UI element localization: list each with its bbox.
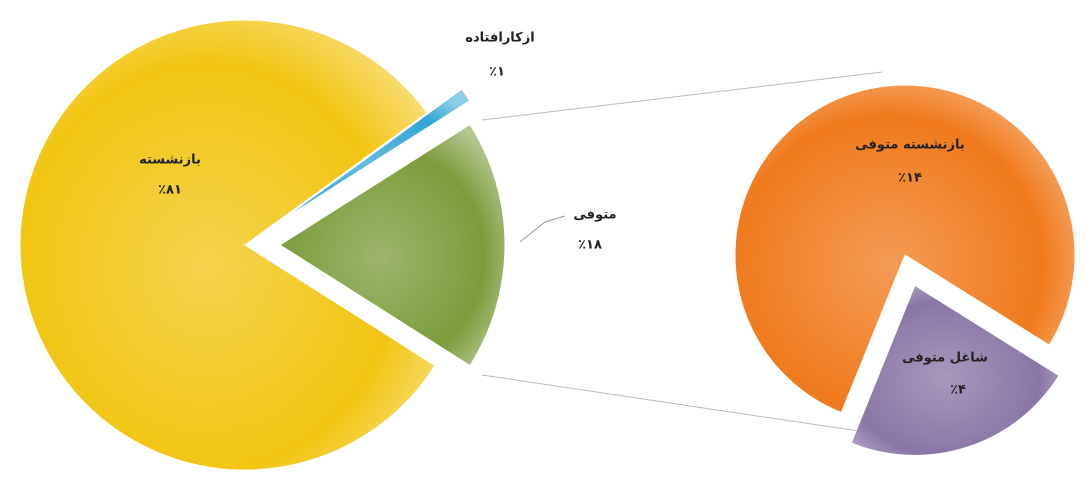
pie-slice [850,284,1060,456]
pie-slice [734,84,1076,414]
slice-label: بازنشسته [139,153,201,168]
pie-slice [279,123,506,367]
pie-slice [279,88,471,222]
pie-slice [19,19,436,471]
slice-label: شاغل متوفی [902,351,988,366]
value-label: ٪۱ [489,65,505,80]
leader-line [519,215,566,243]
slice-label: ازکارافتاده [465,31,534,46]
connector-line [481,374,866,433]
connector-line [481,71,883,121]
slice-label: بازنشسته متوفی [855,138,964,153]
slice-label: متوفی [573,208,616,223]
value-label: ٪۴ [950,383,966,398]
value-label: ٪۱۸ [578,238,602,253]
value-label: ٪۸۱ [158,183,182,198]
value-label: ٪۱۴ [898,171,922,186]
